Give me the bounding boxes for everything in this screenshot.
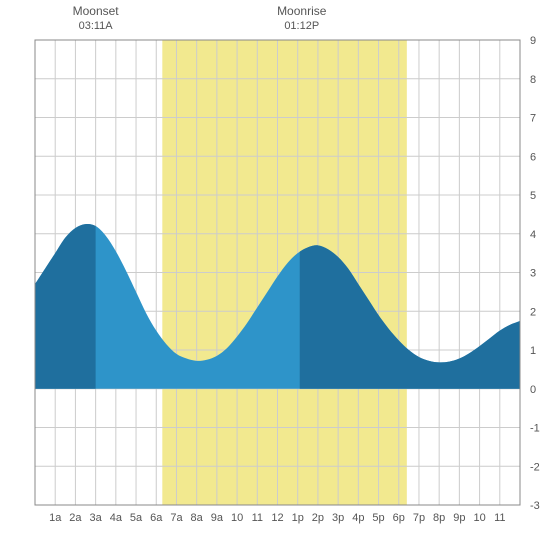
x-tick-label: 6p xyxy=(393,512,405,524)
x-tick-label: 8a xyxy=(191,512,204,524)
x-tick-label: 9a xyxy=(211,512,224,524)
x-tick-label: 9p xyxy=(453,512,465,524)
moonrise-time: 01:12P xyxy=(284,20,319,32)
y-tick-label: 0 xyxy=(530,384,536,396)
y-tick-label: -1 xyxy=(530,423,540,435)
x-tick-label: 10 xyxy=(231,512,243,524)
moonrise-label: Moonrise xyxy=(277,4,327,18)
x-tick-label: 8p xyxy=(433,512,445,524)
y-tick-label: 1 xyxy=(530,345,536,357)
x-tick-label: 4p xyxy=(352,512,364,524)
y-tick-label: 6 xyxy=(530,151,536,163)
chart-svg: 1a2a3a4a5a6a7a8a9a1011121p2p3p4p5p6p7p8p… xyxy=(0,0,550,550)
x-tick-label: 5p xyxy=(372,512,384,524)
x-tick-label: 10 xyxy=(473,512,485,524)
x-tick-label: 2p xyxy=(312,512,324,524)
x-tick-label: 11 xyxy=(494,512,505,524)
x-tick-label: 4a xyxy=(110,512,123,524)
y-tick-label: -3 xyxy=(530,500,540,512)
x-tick-label: 12 xyxy=(271,512,283,524)
x-tick-label: 7p xyxy=(413,512,425,524)
y-tick-label: 9 xyxy=(530,35,536,47)
y-tick-label: 3 xyxy=(530,268,536,280)
x-tick-label: 3a xyxy=(90,512,103,524)
moonset-time: 03:11A xyxy=(79,20,114,32)
y-tick-label: 8 xyxy=(530,74,536,86)
y-tick-label: 5 xyxy=(530,190,536,202)
y-tick-label: 4 xyxy=(530,229,536,241)
x-tick-label: 1a xyxy=(49,512,62,524)
x-tick-label: 2a xyxy=(69,512,82,524)
x-tick-label: 6a xyxy=(150,512,163,524)
x-tick-label: 3p xyxy=(332,512,344,524)
y-tick-label: 2 xyxy=(530,306,536,318)
moonset-label: Moonset xyxy=(73,4,120,18)
x-tick-label: 7a xyxy=(170,512,183,524)
x-tick-label: 1p xyxy=(292,512,304,524)
x-tick-label: 11 xyxy=(252,512,263,524)
x-tick-label: 5a xyxy=(130,512,143,524)
y-tick-label: -2 xyxy=(530,461,540,473)
tide-chart: 1a2a3a4a5a6a7a8a9a1011121p2p3p4p5p6p7p8p… xyxy=(0,0,550,550)
y-tick-label: 7 xyxy=(530,113,536,125)
